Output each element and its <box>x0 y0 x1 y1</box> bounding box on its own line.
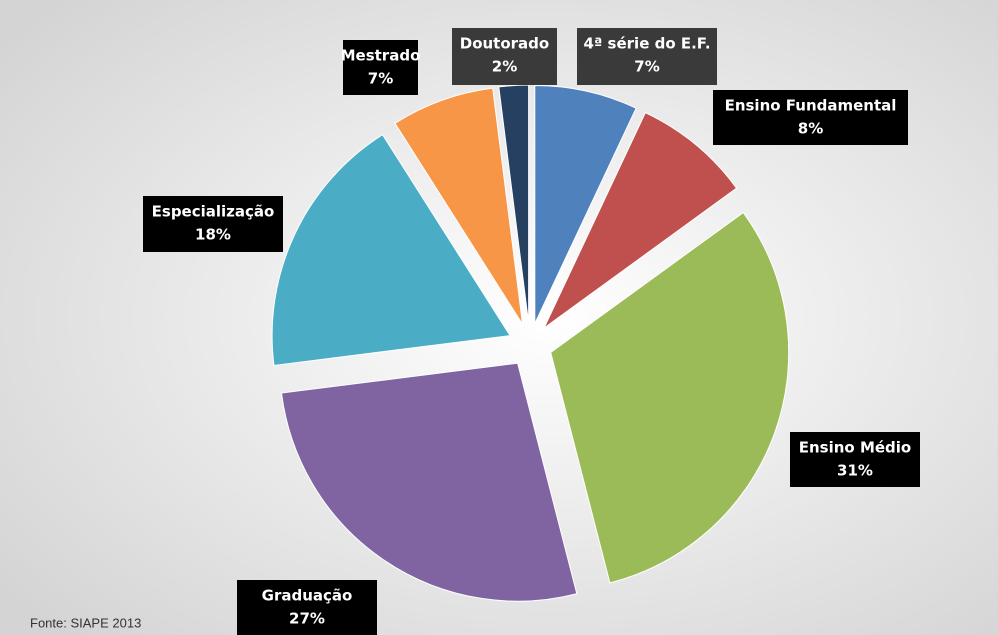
slice-label: Especialização <box>152 203 275 221</box>
source-note: Fonte: SIAPE 2013 <box>30 615 141 630</box>
slice-label: Mestrado <box>341 47 421 65</box>
slice-value-label: 7% <box>368 70 393 88</box>
slice-label: 4ª série do E.F. <box>583 35 710 53</box>
pie-slice <box>394 87 524 325</box>
label-box <box>343 40 418 95</box>
pie-slice <box>534 85 637 324</box>
slice-value-label: 31% <box>837 462 873 480</box>
label-box <box>790 432 920 487</box>
slice-value-label: 8% <box>798 120 823 138</box>
label-box <box>143 196 283 252</box>
label-box <box>577 28 717 85</box>
pie-slice <box>271 133 511 367</box>
slice-value-label: 18% <box>195 226 231 244</box>
pie-slice <box>543 112 738 329</box>
pie-slice <box>550 211 790 584</box>
pie-slice <box>498 84 530 324</box>
slice-label: Ensino Médio <box>799 439 912 457</box>
label-box <box>452 28 557 85</box>
slice-value-label: 27% <box>289 610 325 628</box>
slice-label: Graduação <box>262 587 353 605</box>
slice-value-label: 2% <box>492 58 517 76</box>
slice-label: Doutorado <box>460 35 549 53</box>
slice-value-label: 7% <box>634 58 659 76</box>
label-box <box>237 580 377 635</box>
slice-label: Ensino Fundamental <box>725 97 897 115</box>
pie-slice <box>280 362 578 602</box>
label-box <box>713 90 908 145</box>
